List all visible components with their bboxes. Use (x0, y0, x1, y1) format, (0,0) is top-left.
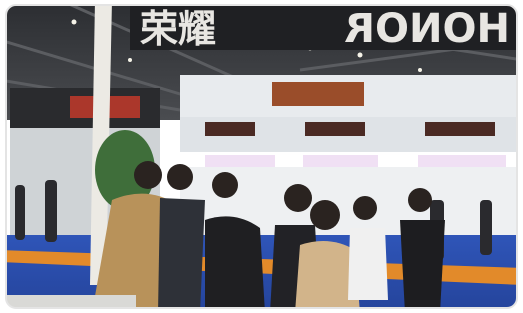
booth-logo (305, 122, 365, 136)
sign-latin: HONOR (344, 6, 510, 52)
counter (6, 295, 136, 313)
sign-chinese: 荣耀 (140, 7, 216, 51)
booth-banner (418, 155, 506, 167)
scene: 荣耀 HONOR (0, 0, 523, 313)
booth-banner (205, 155, 275, 167)
booth-logo (272, 82, 364, 106)
booth-banner (303, 155, 378, 167)
booth-logo (205, 122, 255, 136)
page: 荣耀 HONOR (0, 0, 523, 313)
photo: 荣耀 HONOR (0, 0, 523, 313)
booth-logo (425, 122, 495, 136)
